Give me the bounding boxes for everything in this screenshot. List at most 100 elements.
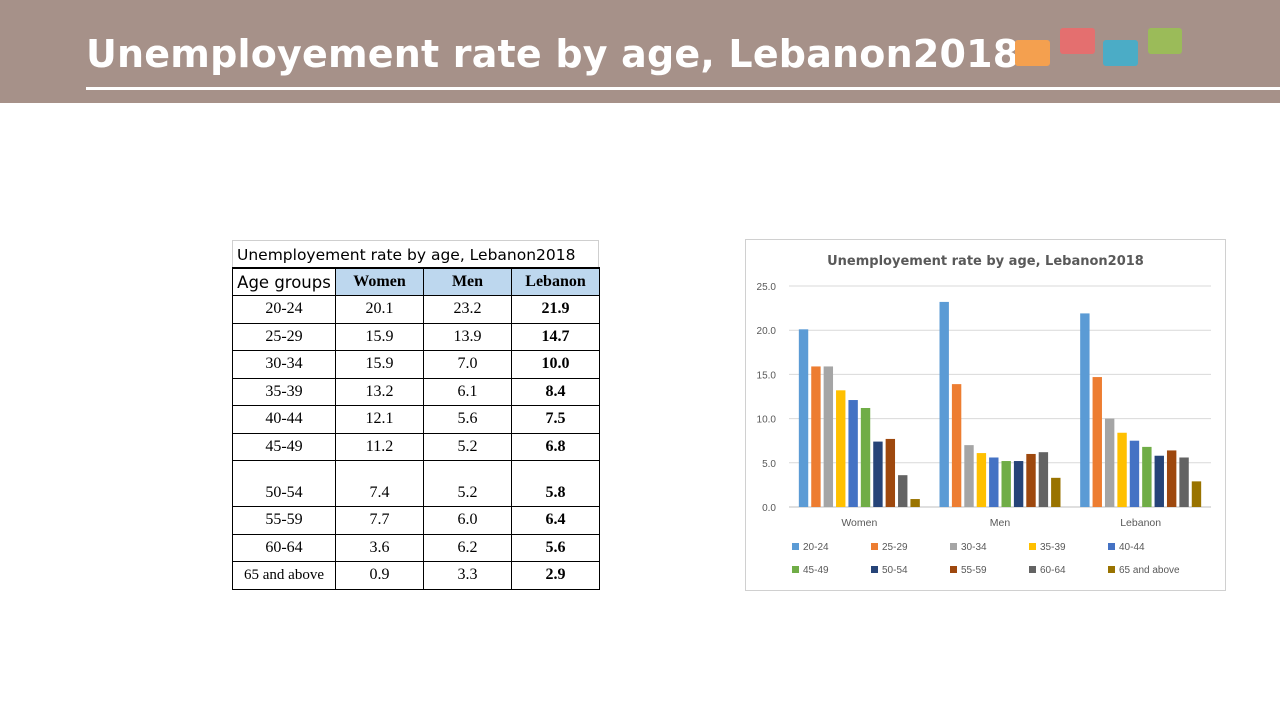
men-cell: 5.6 <box>423 405 512 434</box>
legend-swatch <box>950 543 957 550</box>
women-cell: 7.7 <box>335 506 424 535</box>
table-row: 65 and above 0.9 3.3 2.9 <box>232 561 600 590</box>
legend-swatch <box>871 566 878 573</box>
table-header-row: Age groups Women Men Lebanon <box>232 267 600 296</box>
men-cell: 7.0 <box>423 350 512 379</box>
table-header-cell: Lebanon <box>511 267 600 296</box>
bar-men-55-59 <box>1026 453 1036 507</box>
men-cell: 23.2 <box>423 295 512 324</box>
women-cell: 20.1 <box>335 295 424 324</box>
bar-men-35-39 <box>976 453 987 507</box>
lebanon-cell: 8.4 <box>511 377 600 406</box>
age-group-cell: 60-64 <box>232 533 336 562</box>
age-group-cell: 65 and above <box>232 561 336 590</box>
table-row: 40-44 12.1 5.6 7.5 <box>232 405 600 434</box>
age-group-cell: 35-39 <box>232 377 336 406</box>
bar-lebanon-55-59 <box>1166 450 1177 507</box>
bar-women-30-34 <box>823 366 834 507</box>
table-row: 45-49 11.2 5.2 6.8 <box>232 432 600 461</box>
bar-men-65-and-above <box>1051 477 1061 507</box>
women-cell: 3.6 <box>335 533 424 562</box>
table-row: 60-64 3.6 6.2 5.6 <box>232 533 600 562</box>
bar-women-45-49 <box>860 407 871 507</box>
legend-swatch <box>792 543 799 550</box>
table-row: 30-34 15.9 7.0 10.0 <box>232 350 600 379</box>
legend-swatch <box>1108 543 1115 550</box>
bar-lebanon-60-64 <box>1179 457 1189 507</box>
decor-square-green <box>1148 28 1182 54</box>
men-cell: 5.2 <box>423 460 512 507</box>
bar-women-25-29 <box>811 366 821 507</box>
bar-men-40-44 <box>989 457 999 507</box>
bar-lebanon-50-54 <box>1154 455 1164 507</box>
legend-label: 55-59 <box>961 565 987 576</box>
lebanon-cell: 21.9 <box>511 295 600 324</box>
age-group-cell: 25-29 <box>232 322 336 351</box>
bar-women-50-54 <box>873 441 883 507</box>
bar-men-25-29 <box>951 384 962 507</box>
legend-label: 60-64 <box>1040 565 1066 576</box>
bar-lebanon-30-34 <box>1104 418 1115 507</box>
y-tick-label: 5.0 <box>762 459 776 470</box>
table-row: 55-59 7.7 6.0 6.4 <box>232 506 600 535</box>
legend-label: 40-44 <box>1119 542 1145 553</box>
table-caption: Unemployement rate by age, Lebanon2018 <box>232 240 599 267</box>
decor-square-red <box>1060 28 1095 54</box>
bar-men-30-34 <box>964 445 974 507</box>
legend-swatch <box>1029 543 1036 550</box>
title-banner: Unemployement rate by age, Lebanon2018 <box>0 0 1280 103</box>
legend-swatch <box>792 566 799 573</box>
legend-label: 25-29 <box>882 542 908 553</box>
women-cell: 12.1 <box>335 405 424 434</box>
age-group-cell: 55-59 <box>232 506 336 535</box>
bar-women-20-24 <box>798 329 809 507</box>
women-cell: 15.9 <box>335 350 424 379</box>
age-group-cell: 45-49 <box>232 432 336 461</box>
women-cell: 13.2 <box>335 377 424 406</box>
lebanon-cell: 10.0 <box>511 350 600 379</box>
lebanon-cell: 6.4 <box>511 506 600 535</box>
age-group-cell: 40-44 <box>232 405 336 434</box>
y-tick-label: 20.0 <box>757 326 777 337</box>
bar-chart-panel: Unemployement rate by age, Lebanon2018 0.… <box>745 239 1226 591</box>
lebanon-cell: 2.9 <box>511 561 600 590</box>
bar-men-50-54 <box>1013 461 1024 507</box>
table-row: 25-29 15.9 13.9 14.7 <box>232 322 600 351</box>
legend-swatch <box>950 566 957 573</box>
women-cell: 0.9 <box>335 561 424 590</box>
bar-lebanon-40-44 <box>1129 440 1140 507</box>
bar-men-45-49 <box>1001 461 1011 507</box>
women-cell: 11.2 <box>335 432 424 461</box>
y-tick-label: 10.0 <box>757 415 777 426</box>
y-tick-label: 25.0 <box>757 282 777 293</box>
y-tick-label: 0.0 <box>762 503 776 514</box>
y-tick-label: 15.0 <box>757 370 777 381</box>
data-table-container: Unemployement rate by age, Lebanon2018 A… <box>232 240 600 590</box>
bar-women-60-64 <box>898 475 908 507</box>
table-row: 20-24 20.1 23.2 21.9 <box>232 295 600 324</box>
legend-swatch <box>1029 566 1036 573</box>
bar-chart: Unemployement rate by age, Lebanon2018 0.… <box>757 254 1211 576</box>
lebanon-cell: 5.6 <box>511 533 600 562</box>
bar-lebanon-35-39 <box>1117 432 1127 507</box>
legend-label: 20-24 <box>803 542 829 553</box>
legend-label: 45-49 <box>803 565 829 576</box>
bar-women-55-59 <box>885 438 896 507</box>
lebanon-cell: 7.5 <box>511 405 600 434</box>
legend-swatch <box>1108 566 1115 573</box>
table-header-cell: Age groups <box>232 267 336 296</box>
legend-label: 30-34 <box>961 542 987 553</box>
bar-men-60-64 <box>1038 452 1049 507</box>
men-cell: 5.2 <box>423 432 512 461</box>
x-tick-label: Men <box>990 517 1011 529</box>
table-row: 50-54 7.4 5.2 5.8 <box>232 460 600 507</box>
bar-lebanon-25-29 <box>1092 377 1102 507</box>
men-cell: 6.1 <box>423 377 512 406</box>
table-header-cell: Men <box>423 267 512 296</box>
bar-lebanon-45-49 <box>1142 446 1152 507</box>
bar-women-65-and-above <box>910 499 920 507</box>
men-cell: 6.0 <box>423 506 512 535</box>
age-group-cell: 50-54 <box>232 460 336 507</box>
age-group-cell: 30-34 <box>232 350 336 379</box>
legend-swatch <box>871 543 878 550</box>
